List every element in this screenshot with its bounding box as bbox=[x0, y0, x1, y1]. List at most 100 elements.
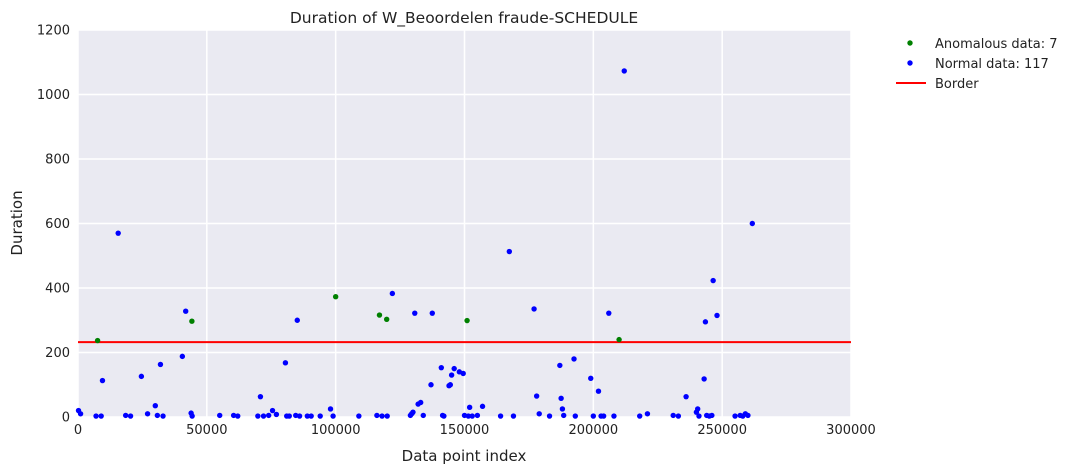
normal-point bbox=[531, 306, 537, 312]
normal-point bbox=[144, 411, 151, 417]
anomalous-point bbox=[383, 316, 390, 322]
normal-point bbox=[98, 413, 104, 419]
normal-point bbox=[474, 412, 481, 419]
y-axis-label: Duration bbox=[8, 190, 26, 255]
y-tick-label: 600 bbox=[45, 217, 70, 232]
normal-point bbox=[533, 393, 540, 399]
normal-point bbox=[273, 411, 280, 418]
chart-title: Duration of W_Beoordelen fraude-SCHEDULE bbox=[290, 9, 638, 28]
normal-point bbox=[183, 308, 189, 314]
normal-point bbox=[160, 413, 166, 419]
normal-point bbox=[448, 372, 455, 378]
normal-point bbox=[317, 413, 323, 419]
x-tick-label: 100000 bbox=[311, 423, 361, 438]
normal-point bbox=[438, 364, 445, 371]
normal-point bbox=[441, 413, 447, 419]
normal-point bbox=[694, 406, 701, 412]
normal-point bbox=[571, 356, 577, 362]
normal-point bbox=[749, 220, 756, 227]
normal-point bbox=[644, 411, 651, 417]
x-tick-label: 150000 bbox=[440, 423, 490, 438]
normal-point bbox=[384, 413, 390, 419]
normal-point bbox=[304, 413, 311, 419]
normal-point bbox=[412, 310, 418, 316]
anomalous-point bbox=[94, 337, 101, 344]
normal-point bbox=[77, 411, 84, 417]
normal-point bbox=[389, 290, 396, 297]
normal-point bbox=[572, 413, 578, 419]
normal-point bbox=[420, 412, 426, 419]
normal-point bbox=[701, 376, 707, 382]
normal-point bbox=[99, 377, 106, 384]
tick-labels: 0 50000 100000 150000 200000 250000 300000 0 200… bbox=[37, 24, 876, 439]
normal-point bbox=[296, 413, 303, 419]
normal-point bbox=[675, 413, 682, 419]
legend-marker-normal bbox=[907, 60, 913, 66]
normal-point bbox=[410, 409, 416, 415]
x-axis-label: Data point index bbox=[402, 447, 527, 465]
y-tick-label: 0 bbox=[62, 411, 70, 426]
normal-point bbox=[294, 317, 300, 323]
normal-point bbox=[709, 412, 715, 419]
normal-point bbox=[447, 382, 454, 388]
anomalous-point bbox=[616, 336, 622, 343]
x-tick-label: 200000 bbox=[569, 423, 619, 438]
normal-point bbox=[152, 403, 158, 409]
normal-point bbox=[138, 373, 145, 380]
legend-label-normal: Normal data: 117 bbox=[935, 57, 1049, 72]
normal-point bbox=[217, 412, 223, 419]
normal-point bbox=[506, 248, 513, 255]
normal-point bbox=[637, 413, 643, 419]
normal-point bbox=[330, 413, 336, 419]
legend-label-border: Border bbox=[935, 77, 979, 92]
normal-point bbox=[497, 413, 504, 419]
normal-point bbox=[257, 393, 264, 400]
normal-point bbox=[189, 413, 195, 419]
normal-point bbox=[179, 353, 186, 360]
anomalous-point bbox=[464, 317, 470, 324]
normal-point bbox=[696, 413, 702, 419]
y-tick-label: 400 bbox=[45, 282, 70, 297]
normal-point bbox=[590, 413, 597, 419]
normal-point bbox=[429, 310, 435, 316]
normal-point bbox=[732, 413, 738, 419]
normal-point bbox=[559, 406, 566, 412]
anomalous-point bbox=[189, 318, 195, 324]
normal-point bbox=[269, 407, 276, 414]
normal-point bbox=[230, 412, 237, 419]
data-points bbox=[75, 68, 756, 419]
normal-point bbox=[379, 413, 385, 419]
normal-point bbox=[557, 362, 563, 369]
x-tick-label: 300000 bbox=[826, 423, 876, 438]
normal-point bbox=[469, 413, 475, 419]
normal-point bbox=[93, 413, 99, 419]
normal-point bbox=[286, 413, 292, 419]
normal-point bbox=[611, 413, 617, 419]
anomalous-point bbox=[376, 312, 383, 318]
normal-point bbox=[479, 403, 486, 410]
normal-point bbox=[546, 413, 553, 419]
x-tick-label: 0 bbox=[74, 423, 82, 438]
normal-point bbox=[745, 412, 751, 419]
normal-point bbox=[588, 375, 594, 381]
normal-point bbox=[154, 412, 161, 419]
normal-point bbox=[621, 68, 627, 74]
y-tick-label: 1200 bbox=[37, 24, 70, 39]
normal-point bbox=[374, 412, 380, 419]
legend-label-anomalous: Anomalous data: 7 bbox=[935, 37, 1058, 52]
x-tick-label: 250000 bbox=[697, 423, 747, 438]
normal-point bbox=[308, 413, 314, 419]
normal-point bbox=[600, 413, 607, 419]
grid-lines bbox=[77, 29, 852, 418]
normal-point bbox=[157, 361, 164, 368]
normal-point bbox=[465, 413, 472, 419]
normal-point bbox=[466, 404, 473, 411]
normal-point bbox=[683, 393, 689, 400]
legend-marker-anomalous bbox=[907, 40, 913, 46]
legend: Anomalous data: 7 Normal data: 117 Borde… bbox=[896, 37, 1058, 92]
normal-point bbox=[115, 230, 121, 236]
y-tick-label: 800 bbox=[45, 153, 70, 168]
normal-point bbox=[127, 413, 134, 419]
normal-point bbox=[327, 406, 334, 412]
